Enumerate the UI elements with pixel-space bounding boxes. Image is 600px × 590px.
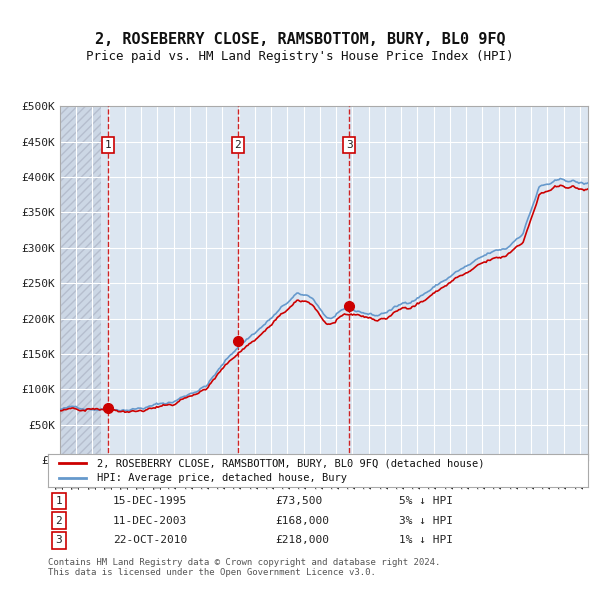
Text: 2: 2 (55, 516, 62, 526)
Text: 2: 2 (235, 140, 241, 150)
Bar (60, 106, 101, 460)
Text: 2, ROSEBERRY CLOSE, RAMSBOTTOM, BURY, BL0 9FQ: 2, ROSEBERRY CLOSE, RAMSBOTTOM, BURY, BL… (95, 32, 505, 47)
Text: 3: 3 (346, 140, 353, 150)
Text: 2, ROSEBERRY CLOSE, RAMSBOTTOM, BURY, BL0 9FQ (detached house): 2, ROSEBERRY CLOSE, RAMSBOTTOM, BURY, BL… (97, 458, 484, 468)
Text: 22-OCT-2010: 22-OCT-2010 (113, 536, 187, 546)
Text: £168,000: £168,000 (275, 516, 329, 526)
Text: Contains HM Land Registry data © Crown copyright and database right 2024.
This d: Contains HM Land Registry data © Crown c… (48, 558, 440, 577)
Text: 5% ↓ HPI: 5% ↓ HPI (399, 496, 453, 506)
Text: £73,500: £73,500 (275, 496, 322, 506)
Text: 15-DEC-1995: 15-DEC-1995 (113, 496, 187, 506)
Text: 3: 3 (55, 536, 62, 546)
Text: 1: 1 (55, 496, 62, 506)
Text: HPI: Average price, detached house, Bury: HPI: Average price, detached house, Bury (97, 473, 347, 483)
Text: £218,000: £218,000 (275, 536, 329, 546)
Text: 1: 1 (105, 140, 112, 150)
Text: 1% ↓ HPI: 1% ↓ HPI (399, 536, 453, 546)
Text: 11-DEC-2003: 11-DEC-2003 (113, 516, 187, 526)
Text: 3% ↓ HPI: 3% ↓ HPI (399, 516, 453, 526)
Text: Price paid vs. HM Land Registry's House Price Index (HPI): Price paid vs. HM Land Registry's House … (86, 50, 514, 63)
